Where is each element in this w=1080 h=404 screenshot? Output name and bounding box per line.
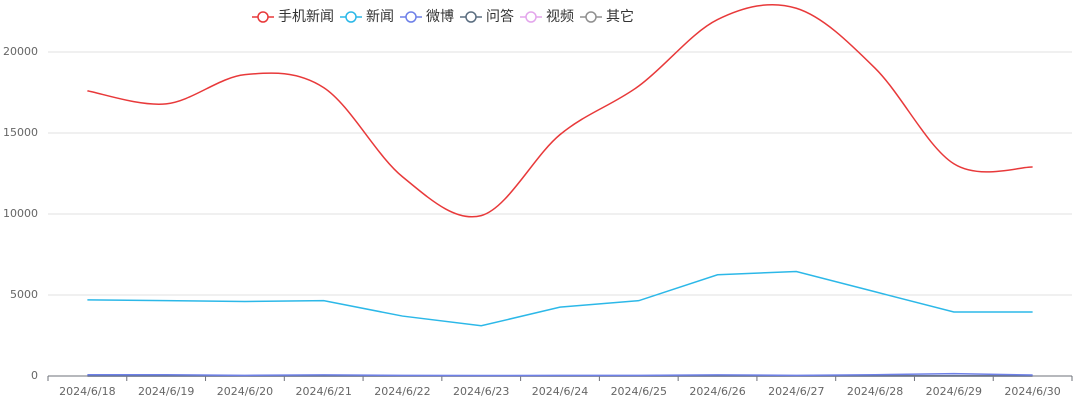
y-tick-label: 5000 xyxy=(10,288,38,301)
x-tick-label: 2024/6/28 xyxy=(847,385,903,398)
x-tick-label: 2024/6/21 xyxy=(295,385,351,398)
legend-label: 视频 xyxy=(546,9,574,25)
x-tick-label: 2024/6/20 xyxy=(217,385,273,398)
x-tick-label: 2024/6/30 xyxy=(1004,385,1060,398)
x-tick-label: 2024/6/18 xyxy=(59,385,115,398)
y-tick-label: 10000 xyxy=(3,207,38,220)
x-tick-label: 2024/6/29 xyxy=(926,385,982,398)
legend-label: 微博 xyxy=(426,8,454,25)
legend-item[interactable]: 新闻 xyxy=(340,9,394,25)
legend-item[interactable]: 问答 xyxy=(460,8,514,25)
legend-marker xyxy=(465,11,477,23)
legend-label: 问答 xyxy=(486,8,514,25)
legend-marker xyxy=(257,11,269,23)
legend-marker xyxy=(345,11,357,23)
legend-label: 新闻 xyxy=(366,9,394,25)
y-tick-label: 0 xyxy=(31,369,38,382)
series-line xyxy=(87,270,1033,327)
legend-item[interactable]: 手机新闻 xyxy=(252,9,334,25)
x-tick-label: 2024/6/24 xyxy=(532,385,588,398)
legend-label: 其它 xyxy=(606,8,634,25)
legend-label: 手机新闻 xyxy=(278,9,334,25)
legend-marker xyxy=(585,11,597,23)
x-tick-label: 2024/6/23 xyxy=(453,385,509,398)
legend-item[interactable]: 视频 xyxy=(520,9,574,25)
legend-marker xyxy=(405,11,417,23)
y-tick-label: 20000 xyxy=(3,45,38,58)
x-tick-label: 2024/6/19 xyxy=(138,385,194,398)
x-tick-label: 2024/6/22 xyxy=(374,385,430,398)
legend-item[interactable]: 其它 xyxy=(580,8,634,25)
x-tick-label: 2024/6/26 xyxy=(689,385,745,398)
series-line xyxy=(87,3,1033,218)
x-tick-label: 2024/6/27 xyxy=(768,385,824,398)
series-line xyxy=(87,372,1033,377)
legend-item[interactable]: 微博 xyxy=(400,8,454,25)
y-tick-label: 15000 xyxy=(3,126,38,139)
legend-marker xyxy=(525,11,537,23)
x-tick-label: 2024/6/25 xyxy=(611,385,667,398)
